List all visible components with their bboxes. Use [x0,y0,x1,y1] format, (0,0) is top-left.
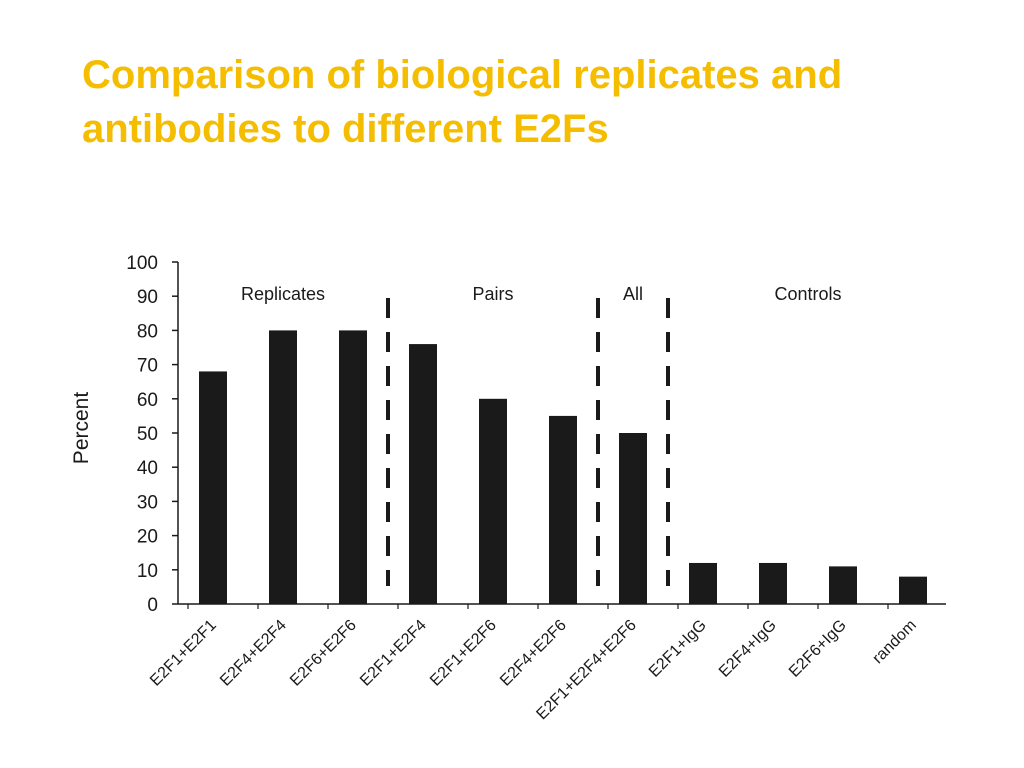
x-tick-label: E2F4+IgG [716,617,780,681]
y-tick-label: 0 [147,595,158,616]
x-tick-label: E2F1+E2F4 [357,617,430,690]
y-tick-label: 50 [137,424,158,445]
y-axis-label: Percent [70,392,93,465]
bar-e2f4-e2f4 [269,330,297,604]
y-tick-label: 20 [137,527,158,548]
bar-e2f4-e2f6 [549,415,577,604]
group-dividers [386,298,670,586]
x-tick-label: E2F4+E2F6 [497,617,570,690]
x-tick-label: E2F6+IgG [786,617,850,681]
bar-random [899,576,927,604]
bar-e2f1-igg [689,562,717,604]
group-label: Pairs [472,284,513,304]
y-tick-label: 40 [137,458,158,479]
y-tick-label: 70 [137,356,158,377]
y-tick-label: 100 [126,253,158,274]
bar-e2f1-e2f1 [199,371,227,604]
x-tick-label: random [869,617,919,667]
group-labels: Replicates Pairs All Controls [241,284,842,304]
bar-e2f1-e2f6 [479,398,507,604]
x-tick-label: E2F4+E2F4 [217,617,290,690]
y-tick-label: 90 [137,287,158,308]
x-tick-label: E2F6+E2F6 [287,617,360,690]
y-tick-label: 30 [137,492,158,513]
x-tick-label: E2F1+E2F1 [147,617,220,690]
bar-e2f6-igg [829,566,857,604]
bar-e2f6-e2f6 [339,330,367,604]
group-label: Replicates [241,284,325,304]
x-tick-label: E2F1+IgG [646,617,710,681]
y-tick-label: 80 [137,321,158,342]
bar-e2f1-e2f4-e2f6 [619,433,647,604]
bars [199,330,927,604]
y-tick-label: 60 [137,390,158,411]
bar-e2f4-igg [759,562,787,604]
y-axis: 0 10 20 30 40 50 60 70 80 90 100 [126,253,179,616]
group-label: All [623,284,643,304]
slide-title: Comparison of biological replicates and … [82,53,843,151]
bar-e2f1-e2f4 [409,344,437,604]
y-tick-label: 10 [137,561,158,582]
x-tick-label: E2F1+E2F6 [427,617,500,690]
group-label: Controls [774,284,841,304]
x-axis: E2F1+E2F1E2F4+E2F4E2F6+E2F6E2F1+E2F4E2F1… [147,603,946,723]
